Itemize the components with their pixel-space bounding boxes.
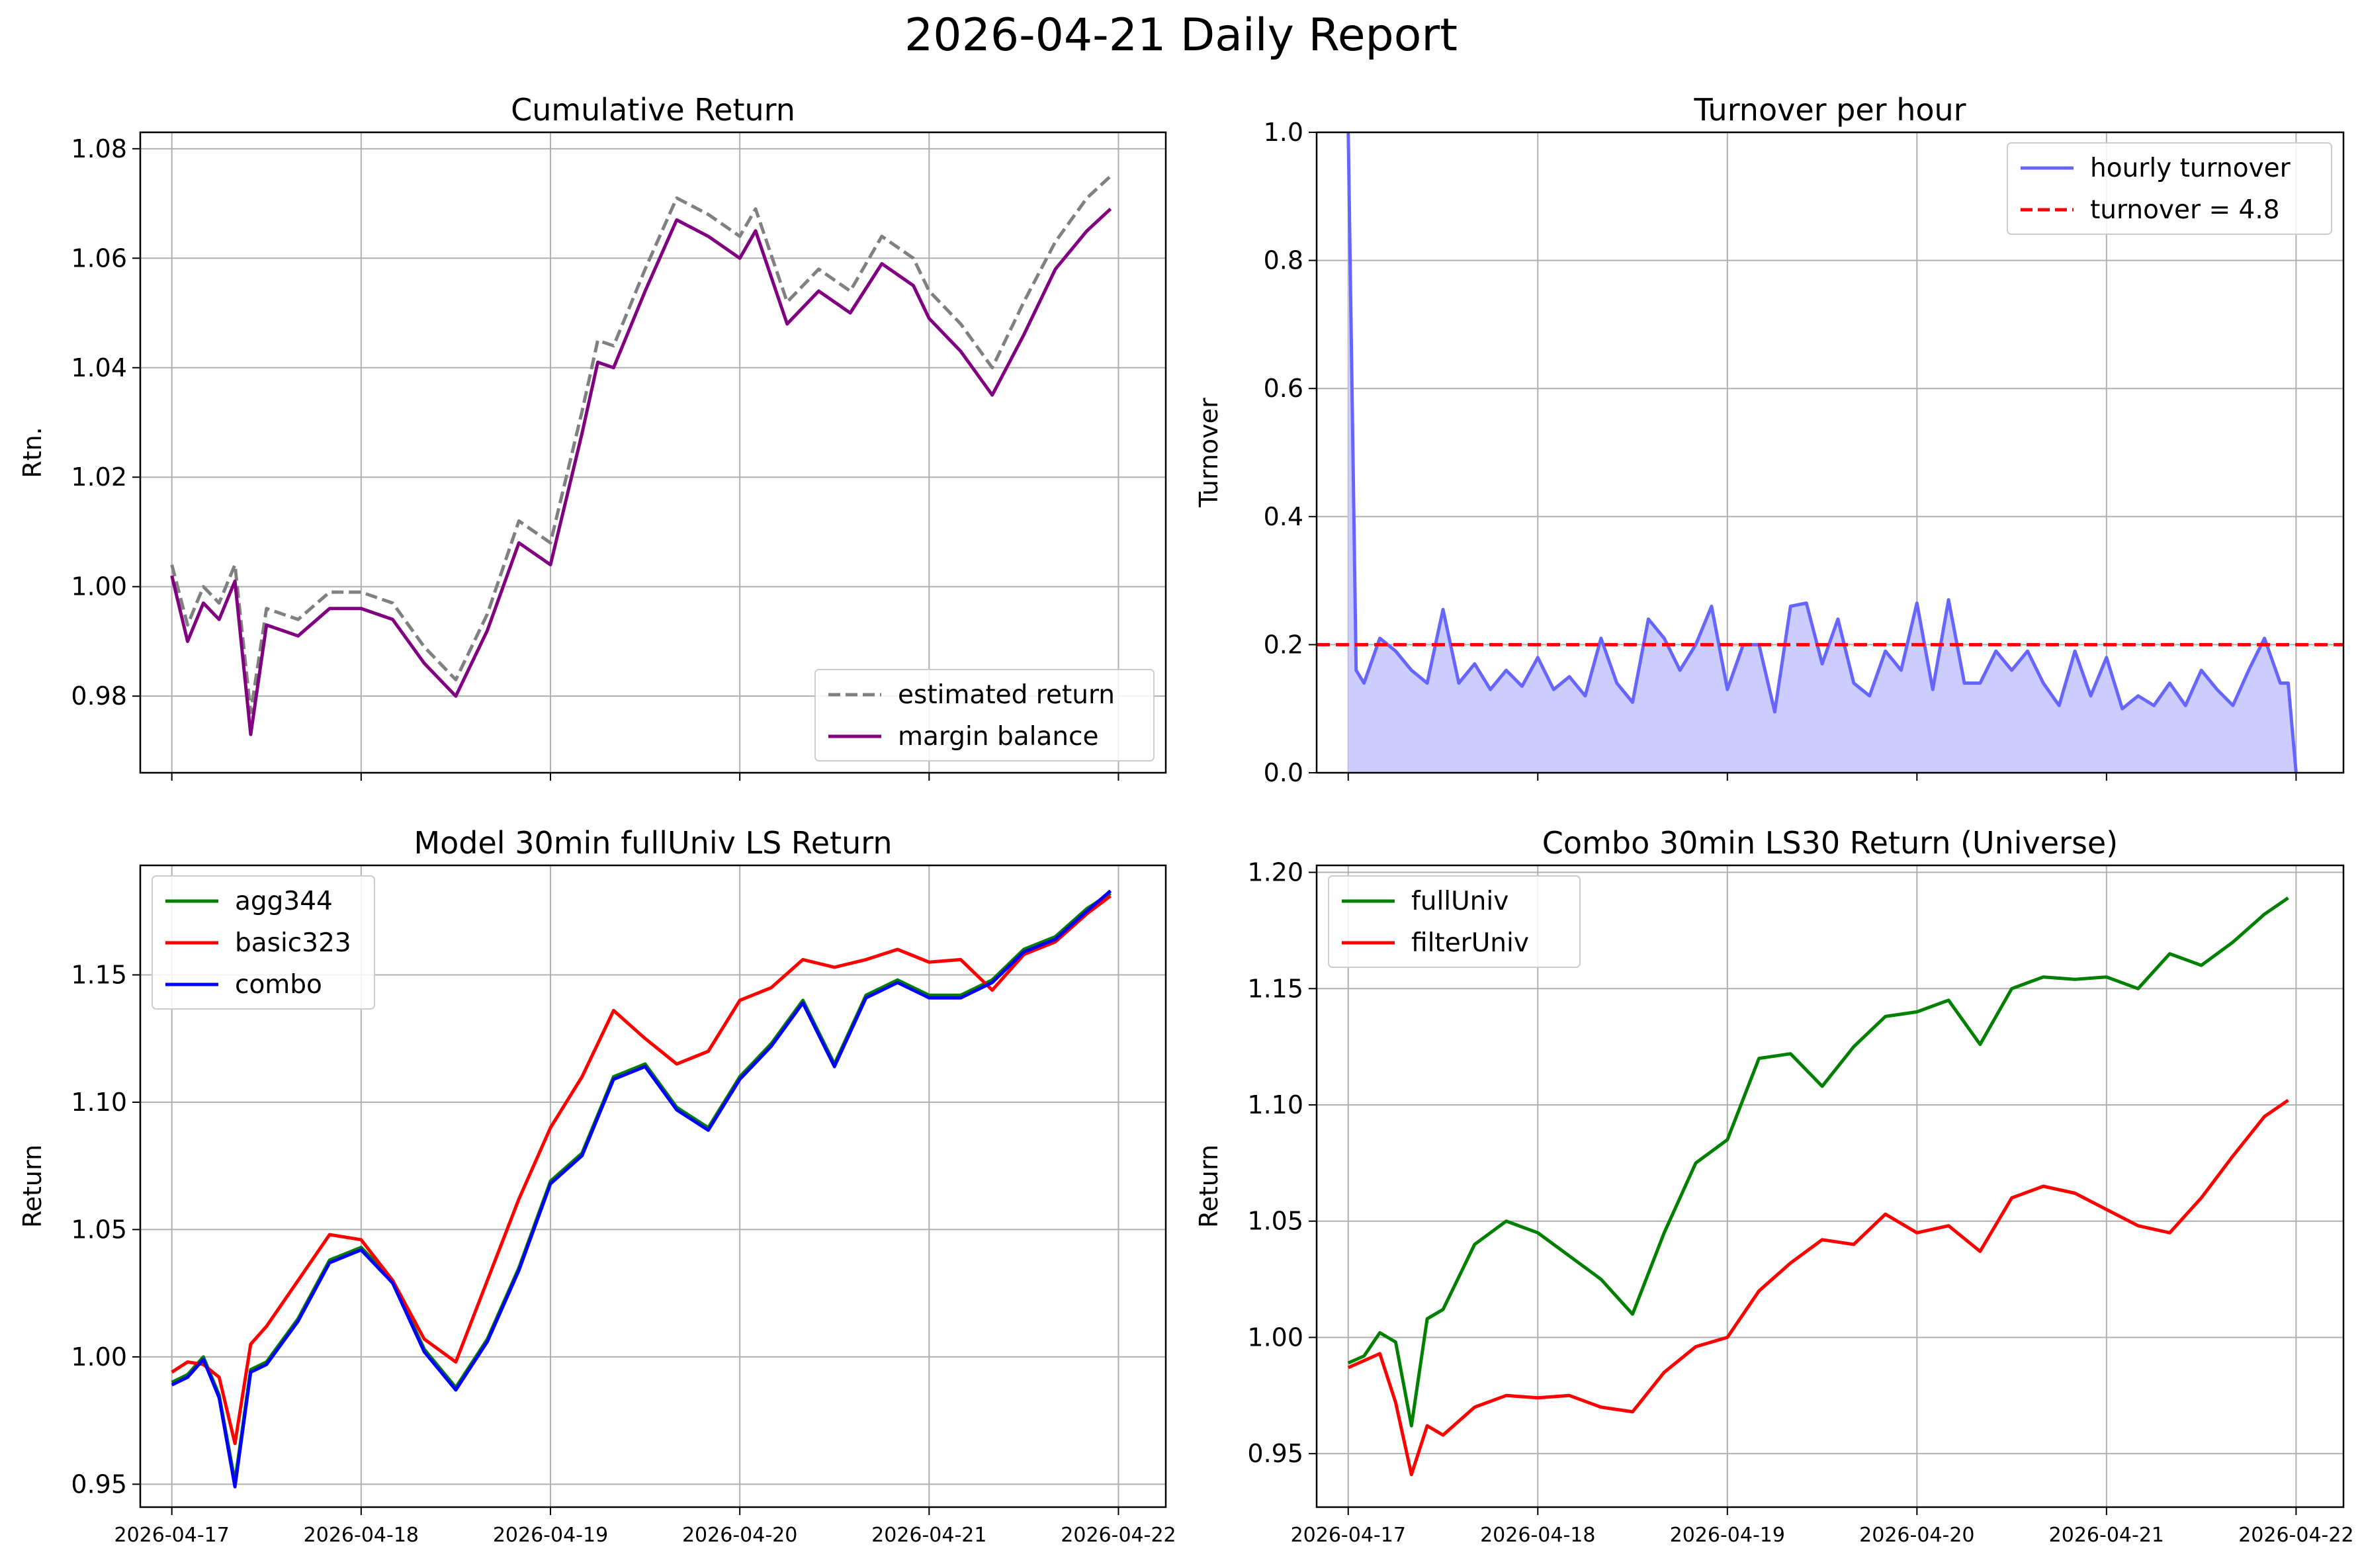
series-line-fullUniv [1347,896,2289,1428]
y-axis-label: Turnover [1194,398,1223,508]
x-tick-label: 2026-04-22 [2238,1524,2353,1547]
legend-label: fullUniv [1411,887,1509,916]
plot-area [1317,132,2343,773]
x-tick-label: 2026-04-19 [1670,1524,1785,1547]
x-tick-label: 2026-04-19 [493,1524,608,1547]
y-tick-label: 1.00 [71,572,127,601]
y-tick-label: 1.10 [1247,1090,1303,1119]
axes-frame [1315,864,2345,1508]
x-tick-label: 2026-04-20 [1859,1524,1974,1547]
legend-label: turnover = 4.8 [2090,195,2280,225]
y-tick-label: 0.2 [1264,630,1303,659]
series-line-estimated-return [170,175,1112,715]
legend-box [2007,142,2332,235]
axes-frame [1315,131,2345,774]
y-tick-label: 0.95 [1247,1439,1303,1468]
series-line-margin-balance [170,207,1112,736]
plot-area [171,889,1112,1489]
legend-box [814,669,1155,762]
y-tick-label: 0.95 [71,1469,127,1499]
y-tick-label: 1.00 [1247,1323,1303,1352]
series-line-combo [171,889,1112,1489]
panel-title: Turnover per hour [1693,92,1966,128]
x-tick-label: 2026-04-22 [1061,1524,1176,1547]
legend-label: basic323 [235,928,351,958]
turnover-area-fill [1348,132,2296,773]
series-line-hourly-turnover [1346,132,2298,773]
legend-box [152,875,375,1010]
y-tick-label: 1.00 [71,1342,127,1372]
legend-label: estimated return [898,680,1115,710]
series-line-filterUniv [1347,1098,2289,1477]
legend-label: combo [235,970,322,1000]
x-tick-label: 2026-04-21 [871,1524,986,1547]
y-tick-label: 0.98 [71,681,127,711]
legend: hourly turnover turnover = 4.8 [2007,142,2332,235]
y-tick-label: 1.15 [71,961,127,990]
y-tick-label: 0.8 [1264,246,1303,275]
y-axis-label: Return [18,1145,47,1228]
legend-label: agg344 [235,887,333,916]
x-tick-label: 2026-04-18 [1480,1524,1595,1547]
legend: estimated return margin balance [814,669,1155,762]
y-tick-label: 1.04 [71,353,127,382]
y-tick-label: 1.08 [71,134,127,163]
panel-title: Cumulative Return [511,92,795,128]
axes-frame [139,864,1167,1508]
y-tick-label: 1.05 [71,1215,127,1244]
x-tick-label: 2026-04-17 [114,1524,230,1547]
legend-label: margin balance [898,722,1099,752]
y-tick-label: 0.0 [1264,758,1303,787]
panel-title: Combo 30min LS30 Return (Universe) [1542,825,2118,861]
legend: agg344 basic323 combo [152,875,375,1010]
y-tick-label: 1.0 [1264,118,1303,147]
y-tick-label: 1.02 [71,462,127,492]
report-title: 2026-04-21 Daily Report [904,9,1458,62]
y-tick-label: 1.06 [71,243,127,273]
y-tick-label: 1.05 [1247,1207,1303,1236]
plot-area [1347,896,2289,1477]
legend-label: filterUniv [1411,928,1529,958]
panel-model: Model 30min fullUniv LS Return 2026-04-17… [18,825,1176,1547]
panel-cum: Cumulative Return 0.98 1.00 1.02 1.04 1.06 1.0… [18,92,1167,781]
panel-title: Model 30min fullUniv LS Return [414,825,892,861]
y-axis-label: Rtn. [18,427,47,478]
panel-turn: Turnover per hour 0.0 0.2 0.4 0.6 0.8 1.0 Turno… [1194,92,2345,787]
panel-combo: Combo 30min LS30 Return (Universe) 2026-0… [1194,825,2354,1547]
x-tick-label: 2026-04-17 [1291,1524,1406,1547]
y-tick-label: 0.6 [1264,374,1303,403]
y-tick-label: 1.20 [1247,858,1303,887]
legend: fullUniv filterUniv [1328,875,1581,968]
axes-frame [139,131,1167,774]
series-line-basic323 [171,894,1112,1446]
x-tick-label: 2026-04-18 [304,1524,419,1547]
legend-label: hourly turnover [2090,153,2291,183]
plot-area [170,175,1112,736]
x-tick-label: 2026-04-21 [2049,1524,2164,1547]
chart-panels: Cumulative Return 0.98 1.00 1.02 1.04 1.06 1.0… [18,92,2354,1547]
y-axis-label: Return [1194,1145,1223,1228]
y-tick-label: 0.4 [1264,502,1303,531]
y-tick-label: 1.15 [1247,974,1303,1003]
y-tick-label: 1.10 [71,1088,127,1117]
x-tick-label: 2026-04-20 [682,1524,797,1547]
